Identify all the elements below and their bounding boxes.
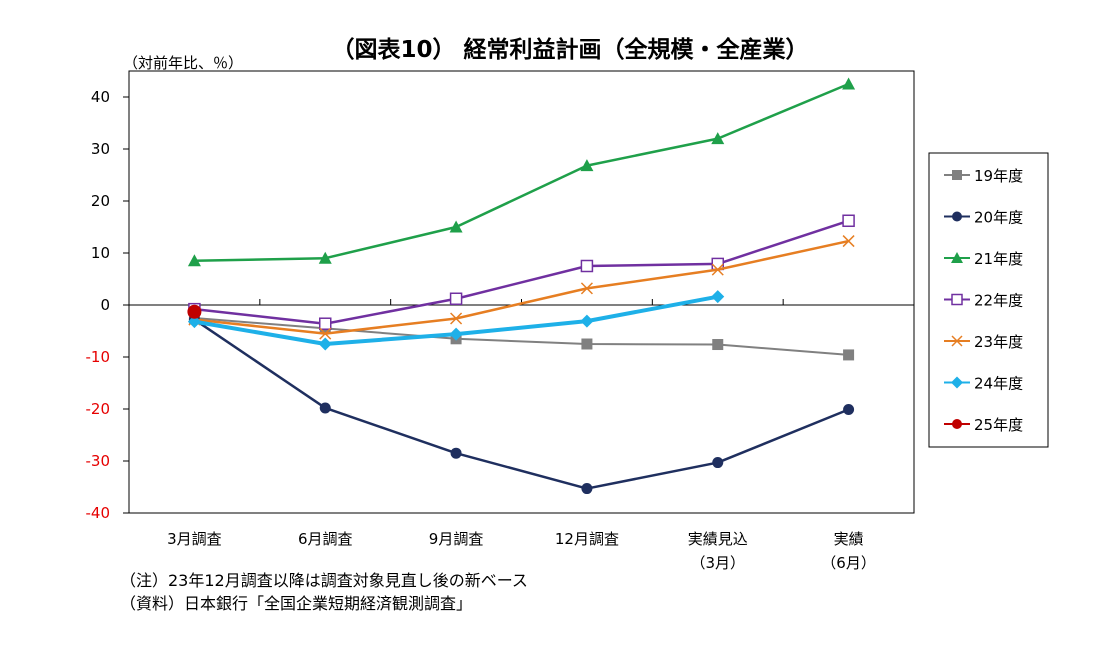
footnote: （注）23年12月調査以降は調査対象見直し後の新ベース xyxy=(120,571,528,590)
x-tick-label: 実績 xyxy=(834,530,864,548)
legend-item: 24年度 xyxy=(944,375,1023,393)
series-line xyxy=(194,82,850,263)
data-point xyxy=(187,254,201,267)
series-group xyxy=(187,77,856,495)
data-point xyxy=(449,220,463,233)
y-tick-label: 40 xyxy=(91,88,110,106)
legend: 19年度 20年度 21年度 22年度 23年度 24年度 25年度 xyxy=(944,167,1023,434)
data-point xyxy=(318,337,332,351)
data-point xyxy=(711,263,724,276)
y-tick-label: 10 xyxy=(91,244,110,262)
series-line xyxy=(194,219,849,325)
data-point xyxy=(319,402,331,414)
series-21年度 xyxy=(187,77,856,267)
data-point xyxy=(581,483,593,495)
legend-label: 25年度 xyxy=(974,416,1023,434)
data-point xyxy=(842,77,856,90)
y-tick-label: -40 xyxy=(86,504,111,522)
legend-label: 22年度 xyxy=(974,292,1023,310)
data-point xyxy=(580,282,593,295)
x-tick-label: 6月調査 xyxy=(298,530,353,548)
data-point xyxy=(843,404,855,416)
series-line xyxy=(194,239,849,335)
x-axis: 3月調査 6月調査 9月調査 12月調査 実績見込 （3月） 実績 （6月） xyxy=(167,530,876,572)
y-tick-label: 30 xyxy=(91,140,110,158)
legend-item: 25年度 xyxy=(944,416,1023,434)
legend-label: 19年度 xyxy=(974,167,1023,185)
chart-title: （図表10） 経常利益計画（全規模・全産業） xyxy=(331,36,808,63)
data-point xyxy=(449,292,463,306)
data-point xyxy=(450,447,462,459)
data-point xyxy=(712,339,724,351)
source-note: （資料）日本銀行「全国企業短期経済観測調査」 xyxy=(120,594,473,613)
legend-item: 21年度 xyxy=(944,250,1023,268)
legend-marker xyxy=(952,211,962,222)
data-point xyxy=(711,290,725,304)
data-point xyxy=(319,317,332,330)
data-point xyxy=(318,251,332,264)
legend-item: 23年度 xyxy=(944,333,1023,351)
legend-marker xyxy=(952,170,962,180)
legend-marker xyxy=(951,376,963,389)
x-tick-label: （3月） xyxy=(690,554,745,572)
legend-marker xyxy=(951,293,963,306)
data-point xyxy=(580,159,594,172)
data-point xyxy=(449,327,463,341)
series-line xyxy=(194,317,849,356)
y-tick-label: 20 xyxy=(91,192,110,210)
legend-label: 24年度 xyxy=(974,375,1023,393)
series-24年度 xyxy=(187,290,725,351)
series-line xyxy=(193,318,850,490)
data-point xyxy=(842,235,855,248)
legend-label: 21年度 xyxy=(974,250,1023,268)
legend-marker xyxy=(951,252,963,263)
legend-label: 23年度 xyxy=(974,333,1023,351)
plot-area xyxy=(128,70,915,514)
legend-marker xyxy=(951,335,963,347)
x-tick-label: 実績見込 xyxy=(688,530,748,548)
legend-item: 20年度 xyxy=(944,209,1023,227)
y-tick-label: -30 xyxy=(86,452,111,470)
y-tick-label: -20 xyxy=(86,400,111,418)
data-point xyxy=(712,457,724,469)
data-point xyxy=(450,312,463,325)
x-tick-label: 3月調査 xyxy=(167,530,222,548)
y-tick-label: 0 xyxy=(100,296,110,314)
x-tick-label: （6月） xyxy=(821,554,876,572)
y-axis: 40 30 20 10 0 -10 -20 -30 -40 xyxy=(86,88,129,522)
data-point xyxy=(842,214,855,228)
data-point xyxy=(187,315,201,329)
data-point xyxy=(580,259,594,273)
data-point xyxy=(711,132,725,145)
data-point xyxy=(580,314,594,328)
data-point xyxy=(581,338,593,350)
data-point xyxy=(319,327,332,340)
y-axis-unit-label: （対前年比、％） xyxy=(123,54,243,72)
x-tick-label: 12月調査 xyxy=(555,530,619,548)
legend-label: 20年度 xyxy=(974,209,1023,227)
x-tick-label: 9月調査 xyxy=(429,530,484,548)
data-point xyxy=(187,304,202,319)
y-tick-label: -10 xyxy=(86,348,111,366)
legend-item: 19年度 xyxy=(944,167,1023,185)
legend-item: 22年度 xyxy=(944,292,1023,310)
data-point xyxy=(843,349,855,361)
series-25年度 xyxy=(187,304,202,319)
legend-marker xyxy=(952,419,962,429)
